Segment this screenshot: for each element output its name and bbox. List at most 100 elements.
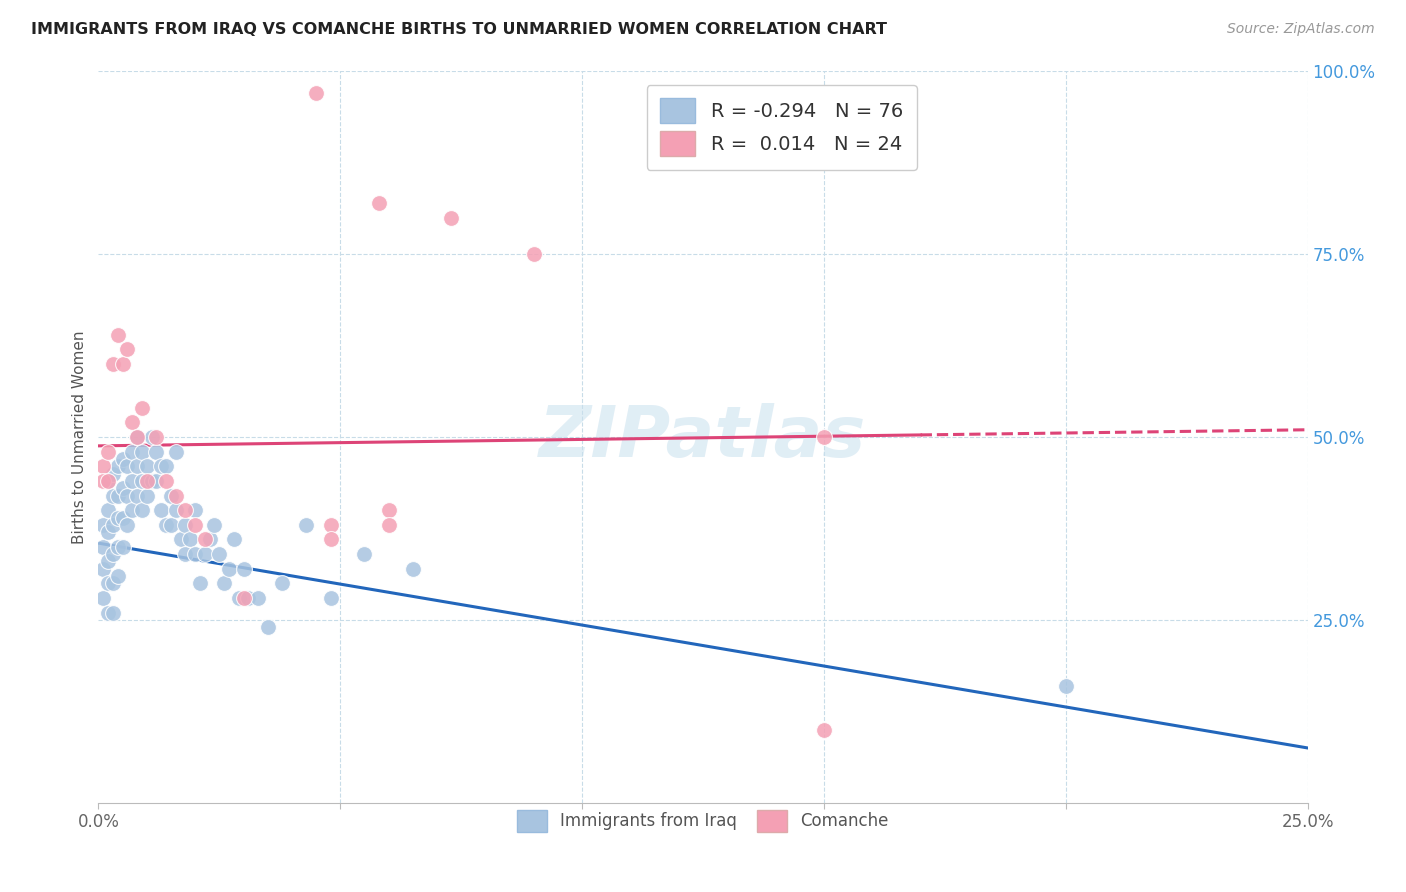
Point <box>91 459 114 474</box>
Point <box>319 533 342 547</box>
Point <box>271 576 294 591</box>
Point <box>111 510 134 524</box>
Text: Source: ZipAtlas.com: Source: ZipAtlas.com <box>1227 22 1375 37</box>
Point <box>319 591 342 605</box>
Point <box>91 562 114 576</box>
Point <box>101 576 124 591</box>
Point <box>127 430 149 444</box>
Point <box>97 503 120 517</box>
Point <box>107 569 129 583</box>
Point <box>111 452 134 467</box>
Point <box>295 517 318 532</box>
Point <box>368 196 391 211</box>
Point <box>91 591 114 605</box>
Point <box>97 474 120 488</box>
Point <box>97 606 120 620</box>
Point <box>198 533 221 547</box>
Point <box>179 533 201 547</box>
Point <box>101 467 124 481</box>
Point <box>141 474 163 488</box>
Point <box>165 489 187 503</box>
Point <box>184 517 207 532</box>
Point <box>204 517 226 532</box>
Point <box>111 481 134 495</box>
Point <box>131 503 153 517</box>
Point <box>184 547 207 561</box>
Point <box>121 474 143 488</box>
Point <box>97 576 120 591</box>
Point <box>194 533 217 547</box>
Point <box>194 547 217 561</box>
Point <box>101 547 124 561</box>
Point <box>184 503 207 517</box>
Point <box>97 444 120 458</box>
Y-axis label: Births to Unmarried Women: Births to Unmarried Women <box>72 330 87 544</box>
Point <box>101 606 124 620</box>
Point <box>145 444 167 458</box>
Legend: Immigrants from Iraq, Comanche: Immigrants from Iraq, Comanche <box>510 804 896 838</box>
Point <box>523 247 546 261</box>
Point <box>117 459 139 474</box>
Point <box>101 489 124 503</box>
Point <box>155 459 177 474</box>
Point <box>117 343 139 357</box>
Point <box>97 554 120 568</box>
Point <box>155 517 177 532</box>
Point <box>174 503 197 517</box>
Point <box>141 430 163 444</box>
Point <box>353 547 375 561</box>
Point <box>174 517 197 532</box>
Point <box>228 591 250 605</box>
Point <box>135 489 157 503</box>
Text: IMMIGRANTS FROM IRAQ VS COMANCHE BIRTHS TO UNMARRIED WOMEN CORRELATION CHART: IMMIGRANTS FROM IRAQ VS COMANCHE BIRTHS … <box>31 22 887 37</box>
Point <box>131 401 153 415</box>
Point <box>97 525 120 540</box>
Point <box>117 517 139 532</box>
Point <box>135 474 157 488</box>
Point <box>319 517 342 532</box>
Point <box>305 87 328 101</box>
Point <box>813 723 835 737</box>
Point <box>107 327 129 342</box>
Point <box>813 430 835 444</box>
Point <box>121 416 143 430</box>
Point <box>232 591 254 605</box>
Point <box>188 576 211 591</box>
Point <box>208 547 231 561</box>
Point <box>1054 679 1077 693</box>
Point <box>174 547 197 561</box>
Point <box>402 562 425 576</box>
Point <box>135 459 157 474</box>
Point <box>150 459 173 474</box>
Point <box>91 474 114 488</box>
Point <box>107 540 129 554</box>
Point <box>145 474 167 488</box>
Point <box>440 211 463 225</box>
Point <box>232 562 254 576</box>
Point <box>155 474 177 488</box>
Point <box>238 591 260 605</box>
Point <box>377 503 399 517</box>
Point <box>131 474 153 488</box>
Point <box>169 533 191 547</box>
Point <box>165 444 187 458</box>
Point <box>117 489 139 503</box>
Point <box>145 430 167 444</box>
Point <box>131 444 153 458</box>
Point <box>111 357 134 371</box>
Point <box>121 503 143 517</box>
Point <box>127 489 149 503</box>
Point <box>150 503 173 517</box>
Point <box>218 562 240 576</box>
Point <box>377 517 399 532</box>
Point <box>107 489 129 503</box>
Point <box>256 620 278 634</box>
Point <box>101 357 124 371</box>
Text: ZIPatlas: ZIPatlas <box>540 402 866 472</box>
Point <box>101 517 124 532</box>
Point <box>107 510 129 524</box>
Point <box>107 459 129 474</box>
Point <box>165 503 187 517</box>
Point <box>160 517 183 532</box>
Point <box>127 430 149 444</box>
